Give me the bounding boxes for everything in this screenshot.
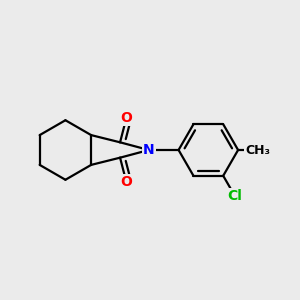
Text: CH₃: CH₃ <box>245 143 270 157</box>
Text: Cl: Cl <box>228 189 243 203</box>
Text: O: O <box>121 111 132 125</box>
Text: N: N <box>143 143 154 157</box>
Text: O: O <box>121 175 132 189</box>
